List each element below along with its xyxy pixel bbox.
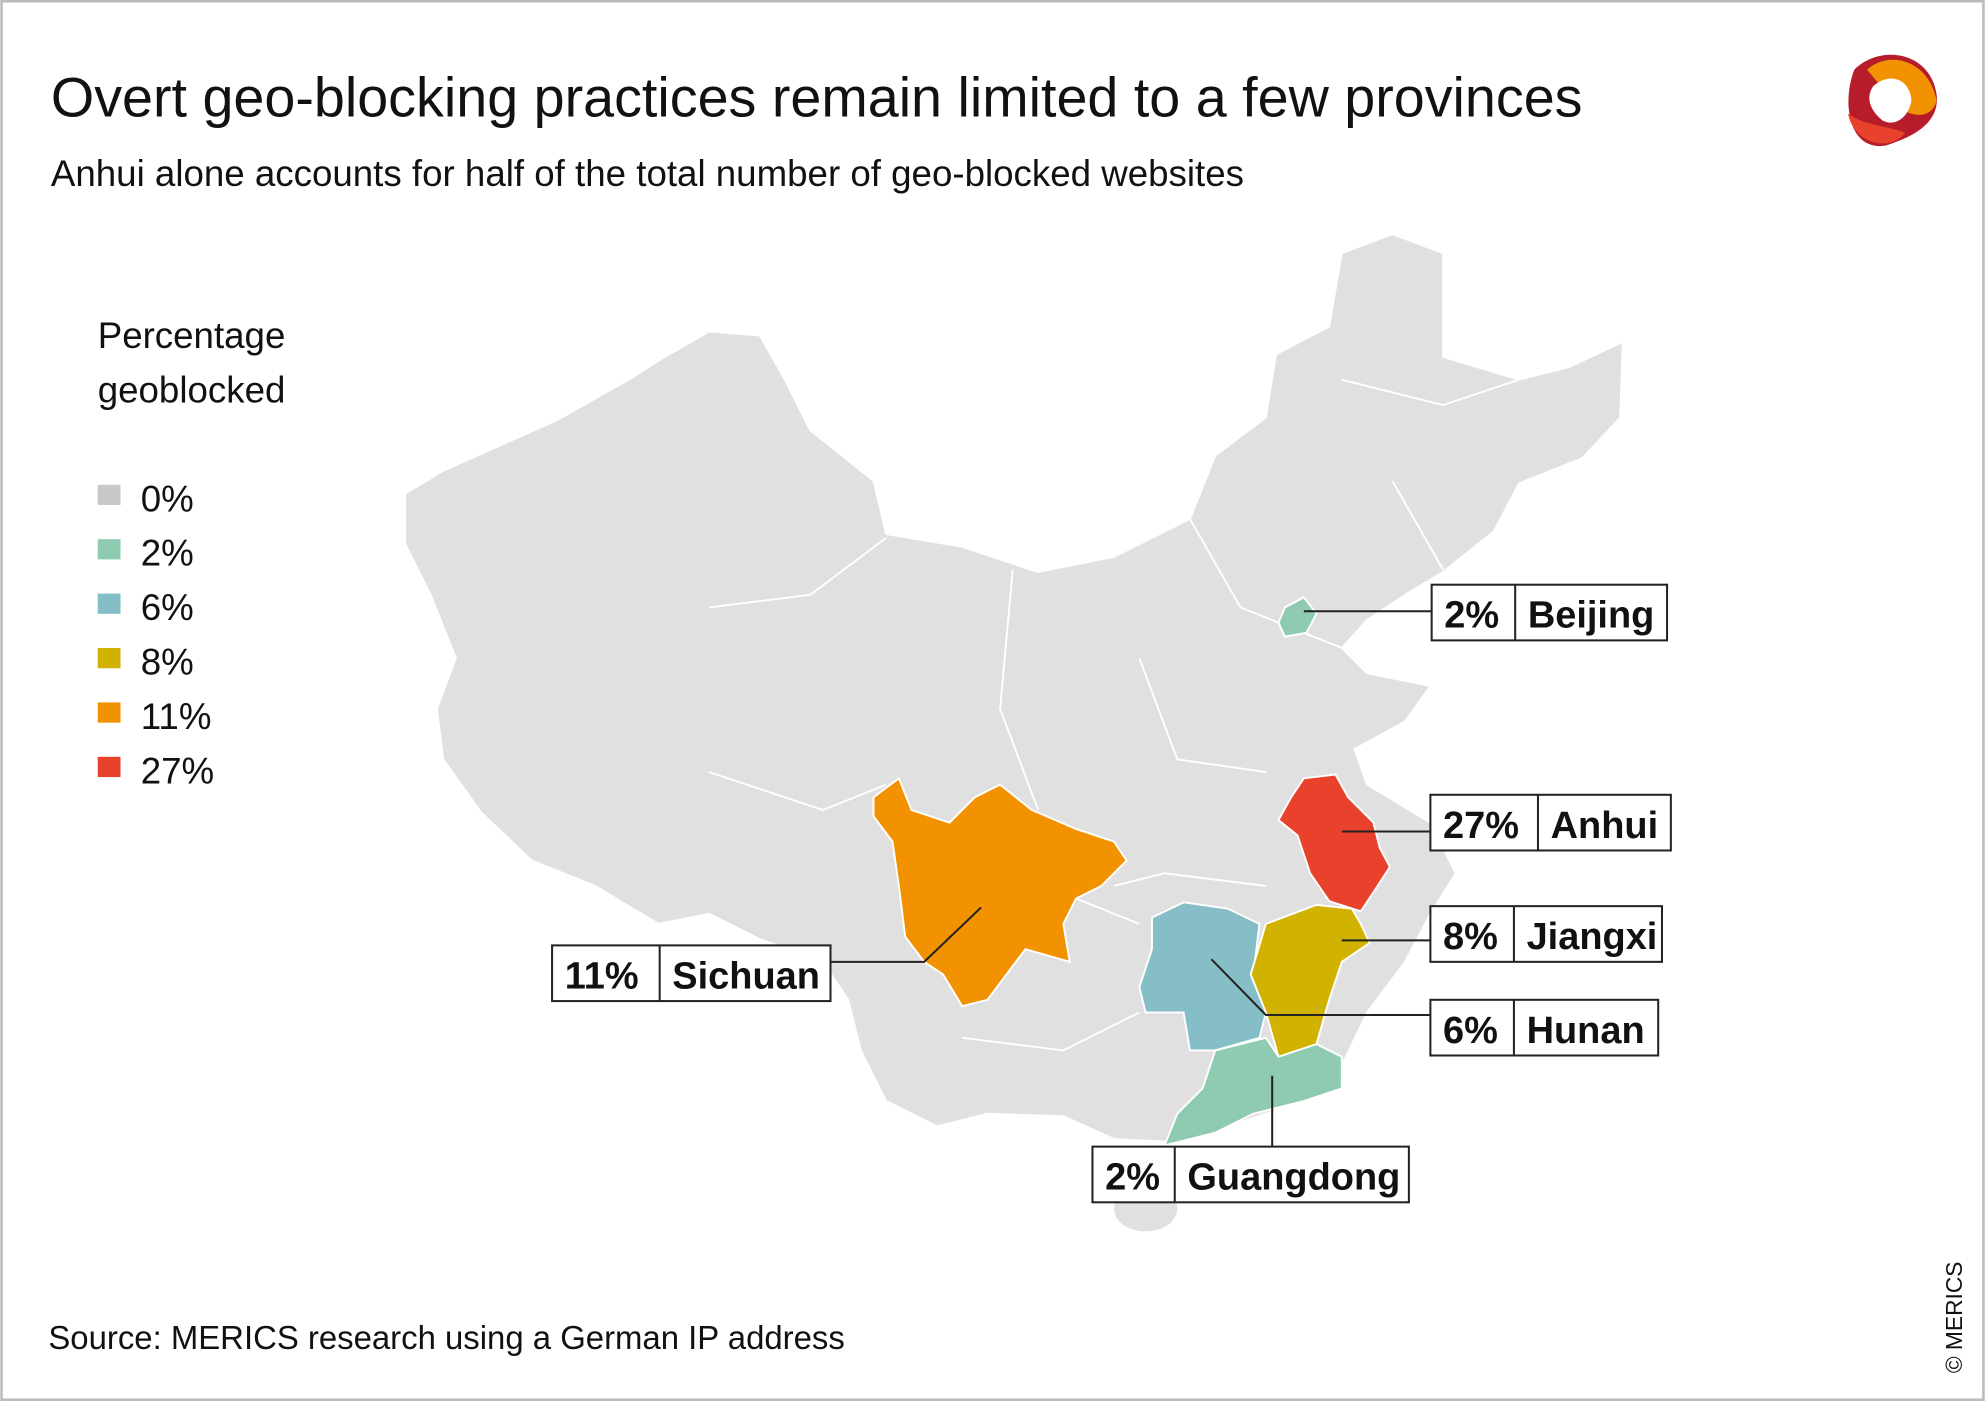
sichuan-name: Sichuan: [672, 955, 820, 997]
beijing-pct: 2%: [1444, 595, 1499, 637]
anhui-name: Anhui: [1551, 805, 1659, 847]
legend-label: 8%: [141, 642, 194, 683]
label-hunan: 6% Hunan: [1429, 998, 1660, 1057]
legend-swatch: [97, 593, 121, 614]
legend-swatch: [97, 702, 121, 723]
label-guangdong: 2% Guangdong: [1091, 1145, 1410, 1204]
label-beijing: 2% Beijing: [1430, 583, 1669, 642]
jiangxi-name: Jiangxi: [1527, 916, 1658, 958]
province-borders: [708, 378, 1520, 1052]
merics-logo: [1848, 54, 1937, 147]
legend: Percentage geoblocked 0% 2% 6% 8% 11% 27%: [97, 315, 286, 791]
beijing-name: Beijing: [1528, 595, 1655, 637]
hunan-name: Hunan: [1527, 1010, 1645, 1052]
legend-swatch: [97, 484, 121, 505]
jiangxi-pct: 8%: [1443, 916, 1498, 958]
copyright: © MERICS: [1941, 1262, 1967, 1374]
legend-title-2: geoblocked: [98, 369, 286, 410]
label-anhui: 27% Anhui: [1429, 793, 1672, 852]
hunan-pct: 6%: [1443, 1010, 1498, 1052]
legend-swatch: [97, 539, 121, 560]
chart-subtitle: Anhui alone accounts for half of the tot…: [51, 153, 1244, 194]
legend-title: Percentage: [98, 315, 286, 356]
legend-label: 27%: [141, 750, 214, 791]
label-sichuan: 11% Sichuan: [551, 944, 832, 1003]
leader-lines: [830, 610, 1432, 1147]
guangdong-name: Guangdong: [1187, 1157, 1400, 1199]
source-note: Source: MERICS research using a German I…: [48, 1319, 844, 1356]
province-anhui: [1277, 773, 1391, 913]
label-jiangxi: 8% Jiangxi: [1429, 905, 1664, 963]
legend-label: 11%: [141, 696, 212, 737]
province-jiangxi: [1249, 903, 1371, 1058]
province-guangdong: [1163, 1036, 1343, 1147]
legend-swatch: [97, 756, 121, 778]
province-beijing: [1277, 596, 1318, 638]
legend-label: 6%: [141, 587, 194, 628]
guangdong-pct: 2%: [1105, 1157, 1160, 1199]
anhui-pct: 27%: [1443, 805, 1519, 847]
chart-title: Overt geo-blocking practices remain limi…: [51, 66, 1583, 128]
legend-swatch: [97, 647, 121, 669]
legend-label: 0%: [141, 478, 194, 519]
sichuan-pct: 11%: [565, 955, 639, 997]
legend-label: 2%: [141, 533, 194, 574]
